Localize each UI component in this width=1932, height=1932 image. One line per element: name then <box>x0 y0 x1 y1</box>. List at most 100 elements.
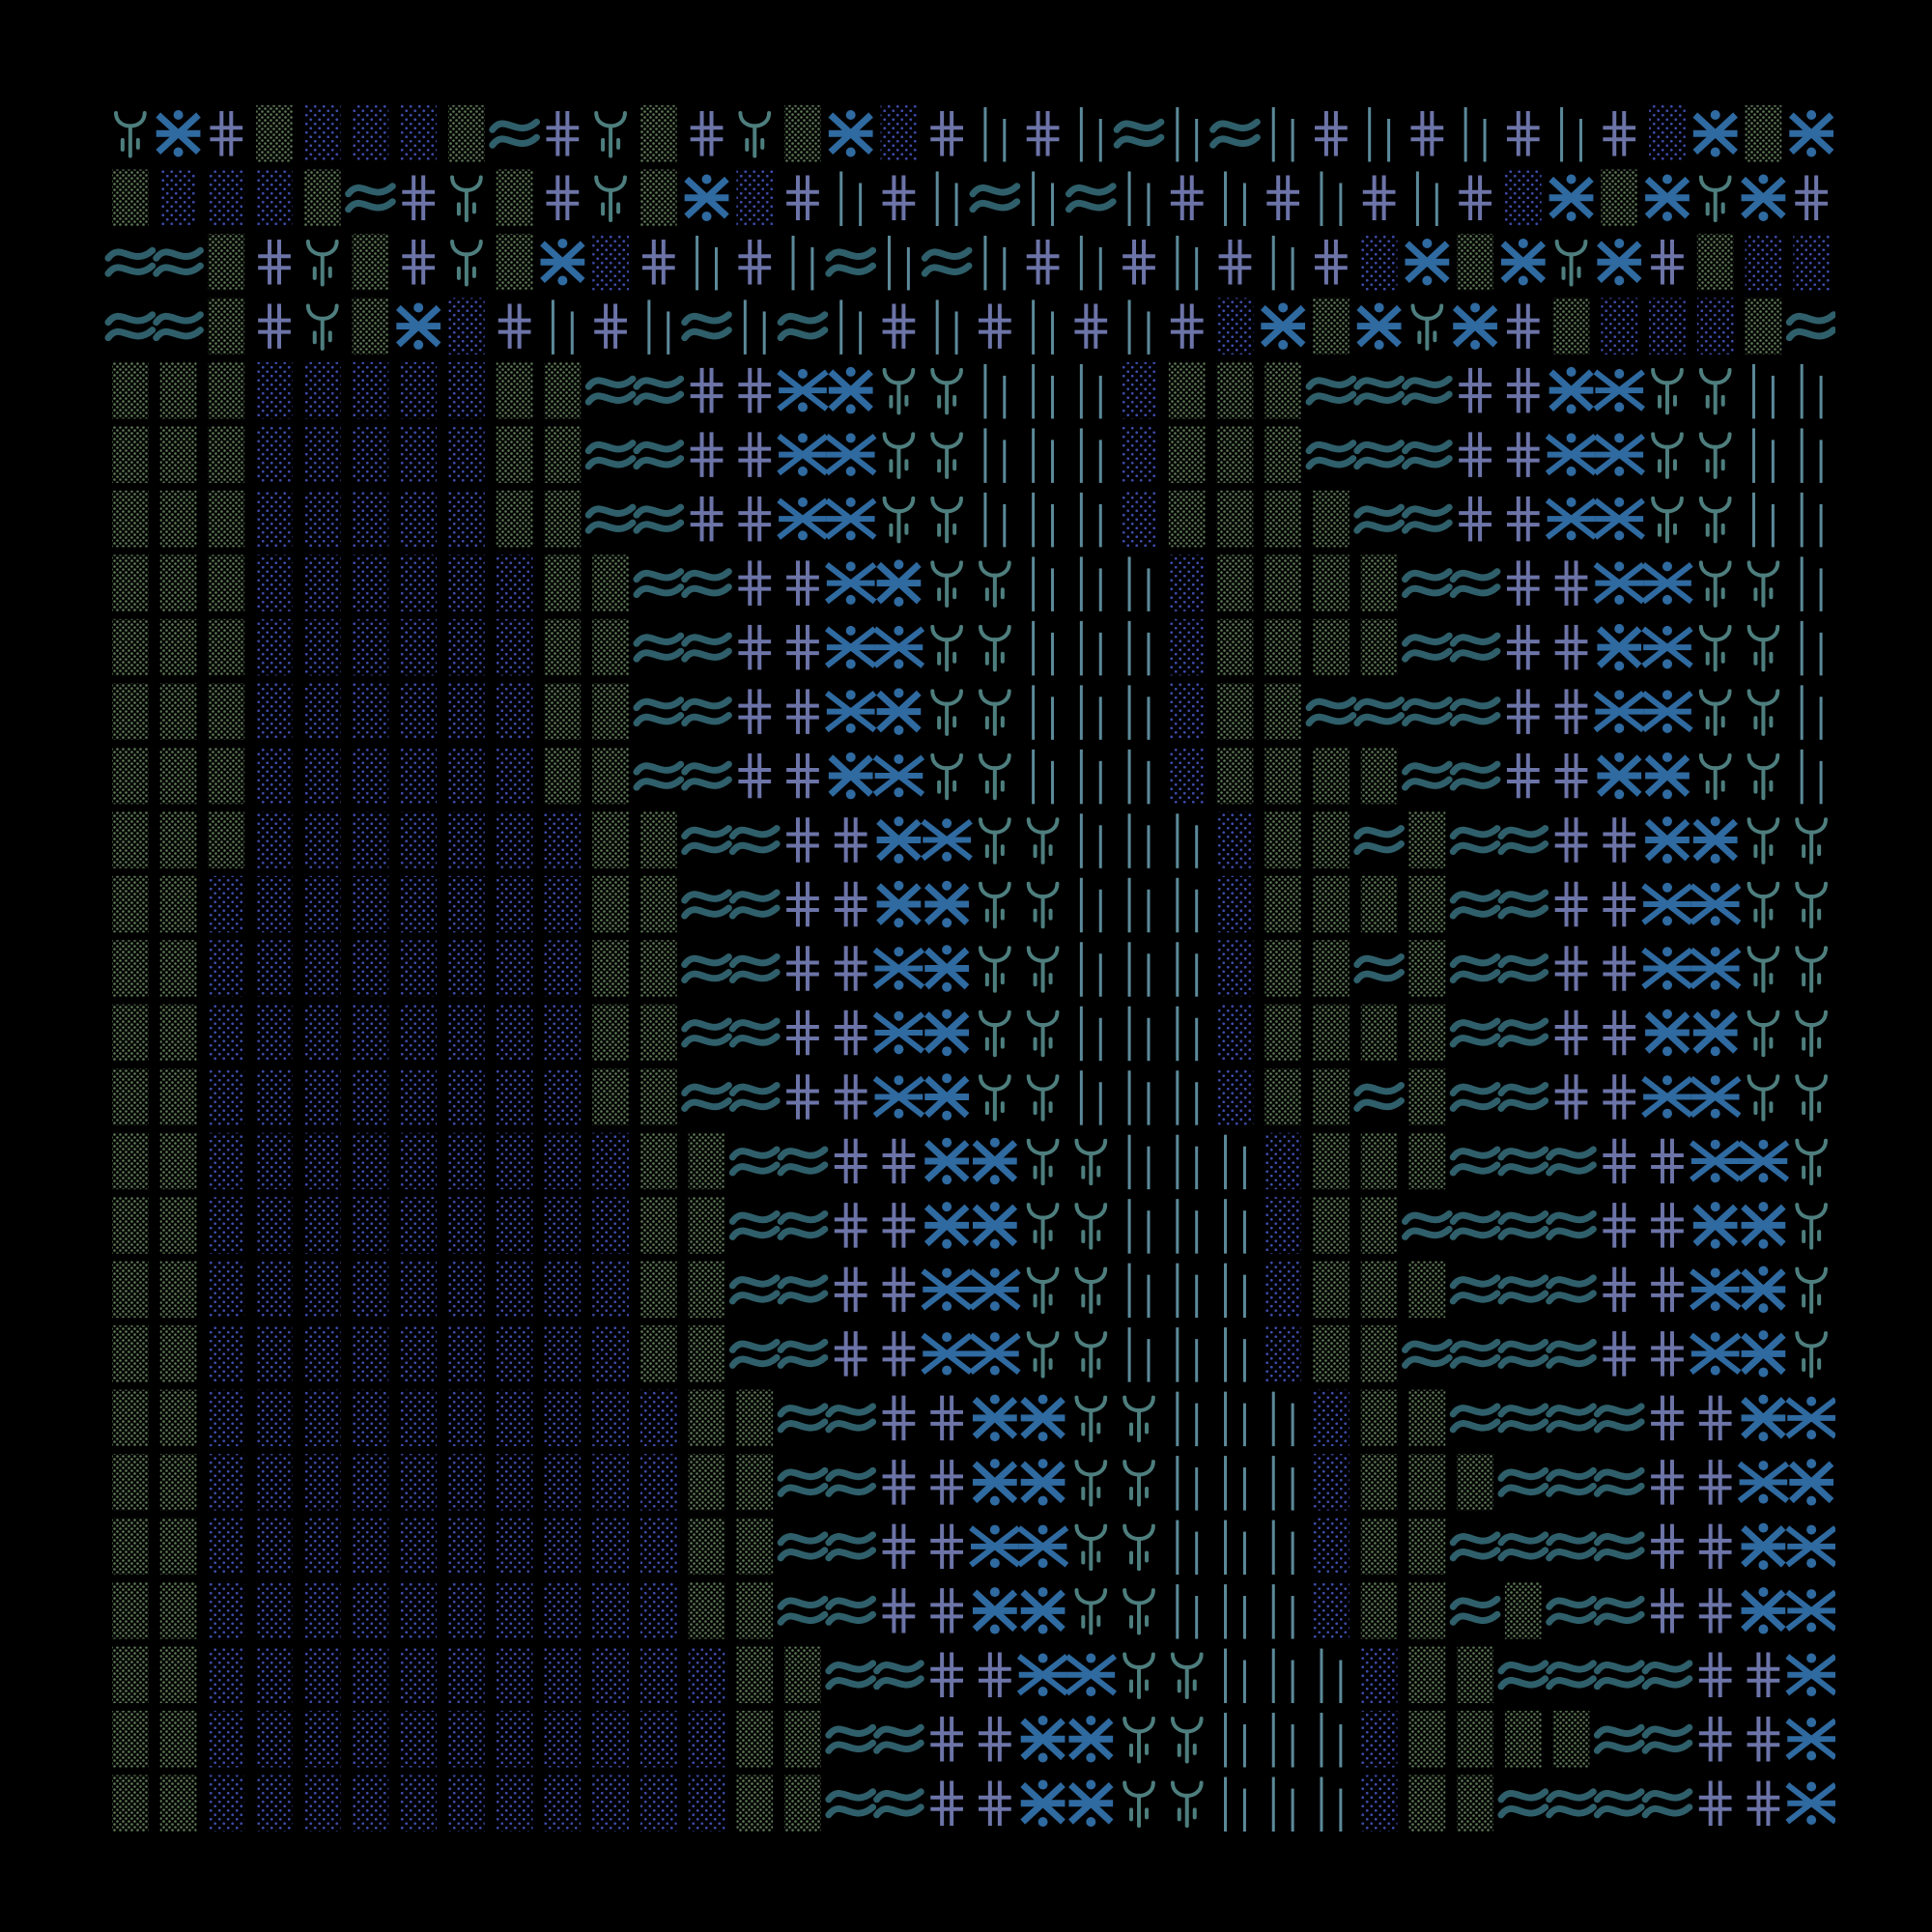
glyph-row <box>112 1261 1828 1319</box>
double-cross-glyph <box>1795 175 1828 220</box>
asterisk-star-glyph <box>972 1202 1018 1249</box>
dot-green-tile <box>159 1775 197 1832</box>
dot-green-tile <box>159 554 197 611</box>
vertical-bar-glyph <box>1800 428 1823 483</box>
glyph-row <box>112 1646 1835 1704</box>
dot-green-tile <box>1168 426 1206 483</box>
vertical-bar-glyph <box>1320 1713 1343 1768</box>
double-cross-glyph <box>1459 496 1492 542</box>
wave-glyph <box>633 696 685 727</box>
fork-glyph <box>1122 1652 1155 1700</box>
dot-blue-tile <box>400 1389 438 1447</box>
fork-glyph <box>1026 1331 1060 1378</box>
vertical-bar-glyph <box>1800 556 1823 611</box>
asterisk-star-glyph <box>1405 238 1450 286</box>
double-cross-glyph <box>1651 1588 1684 1634</box>
dot-blue-tile <box>400 618 438 676</box>
dot-blue-tile <box>496 1711 533 1768</box>
fork-glyph <box>1747 881 1780 929</box>
wave-glyph <box>1497 1660 1549 1690</box>
asterisk-star-glyph <box>1692 816 1738 864</box>
double-cross-glyph <box>738 239 772 285</box>
dot-blue-tile <box>400 875 438 933</box>
glyph-row <box>112 618 1823 676</box>
dot-blue-tile <box>352 1325 389 1382</box>
vertical-bar-glyph <box>983 363 1007 419</box>
vertical-bar-glyph <box>839 299 863 355</box>
wave-glyph <box>1593 1595 1645 1626</box>
dot-blue-tile <box>256 1775 293 1832</box>
diamond-star-glyph <box>824 690 877 733</box>
dot-green-tile <box>159 1646 197 1704</box>
double-cross-glyph <box>1554 560 1588 606</box>
asterisk-star-glyph <box>1788 110 1834 157</box>
dot-blue-tile <box>256 940 293 997</box>
double-cross-glyph <box>1315 111 1348 156</box>
double-cross-glyph <box>786 1074 819 1120</box>
dot-blue-tile <box>400 811 438 868</box>
double-cross-glyph <box>1506 624 1540 670</box>
fork-glyph <box>1651 367 1684 415</box>
diamond-star-glyph <box>824 561 877 605</box>
double-cross-glyph <box>1603 881 1636 927</box>
wave-glyph <box>1785 311 1835 342</box>
double-cross-glyph <box>1747 1780 1780 1826</box>
wave-glyph <box>1449 1531 1501 1562</box>
dot-blue-tile <box>592 1775 629 1832</box>
dot-blue-tile <box>639 1775 677 1832</box>
diamond-star-glyph <box>872 947 925 990</box>
wave-glyph <box>1449 1146 1501 1177</box>
vertical-bar-glyph <box>1176 1199 1199 1254</box>
asterisk-star-glyph <box>1548 366 1594 414</box>
dot-green-tile <box>159 1389 197 1447</box>
dot-green-tile <box>208 554 245 611</box>
asterisk-star-glyph <box>1741 1394 1786 1442</box>
dot-blue-tile <box>352 361 389 419</box>
vertical-bar-glyph <box>696 235 718 291</box>
double-cross-glyph <box>786 1009 819 1056</box>
vertical-bar-glyph <box>1224 171 1246 226</box>
dot-green-tile <box>1408 1646 1446 1704</box>
dot-blue-tile <box>400 1646 438 1704</box>
dot-blue-tile <box>1360 1646 1398 1704</box>
vertical-bar-glyph <box>1224 1648 1246 1704</box>
dot-green-tile <box>1360 1518 1398 1576</box>
fork-glyph <box>1026 1266 1060 1315</box>
wave-glyph <box>1402 632 1453 663</box>
dot-blue-tile <box>496 1197 533 1254</box>
asterisk-star-glyph <box>684 174 729 221</box>
wave-glyph <box>1546 1660 1597 1690</box>
dot-blue-tile <box>592 1197 629 1254</box>
dot-green-tile <box>688 1518 725 1576</box>
wave-glyph <box>1593 1660 1645 1690</box>
diamond-star-glyph <box>872 753 925 798</box>
wave-glyph <box>1305 375 1357 406</box>
dot-green-tile <box>159 1132 197 1190</box>
dot-green-tile <box>1408 1518 1446 1576</box>
dot-green-tile <box>639 940 677 997</box>
double-cross-glyph <box>1506 689 1540 734</box>
wave-glyph <box>1546 1274 1597 1305</box>
dot-blue-tile <box>1649 105 1686 162</box>
vertical-bar-glyph <box>1079 492 1102 548</box>
wave-glyph <box>728 1146 781 1177</box>
dot-blue-tile <box>592 1132 629 1190</box>
dot-blue-tile <box>544 875 582 933</box>
fork-glyph <box>1074 1203 1108 1250</box>
dot-blue-tile <box>544 1646 582 1704</box>
double-cross-glyph <box>882 1138 916 1184</box>
dot-blue-tile <box>688 1711 725 1768</box>
dot-blue-tile <box>400 105 438 162</box>
double-cross-glyph <box>882 1523 916 1570</box>
wave-glyph <box>1113 118 1165 149</box>
dot-blue-tile <box>496 1068 533 1125</box>
dot-green-tile <box>112 875 149 933</box>
dot-blue-tile <box>208 1261 245 1319</box>
dot-blue-tile <box>352 1389 389 1447</box>
asterisk-star-glyph <box>1692 110 1738 157</box>
dot-green-tile <box>688 1261 725 1319</box>
wave-glyph <box>1497 1081 1549 1112</box>
double-cross-glyph <box>1698 1717 1732 1762</box>
dot-green-tile <box>159 747 197 805</box>
double-cross-glyph <box>1747 1652 1780 1698</box>
